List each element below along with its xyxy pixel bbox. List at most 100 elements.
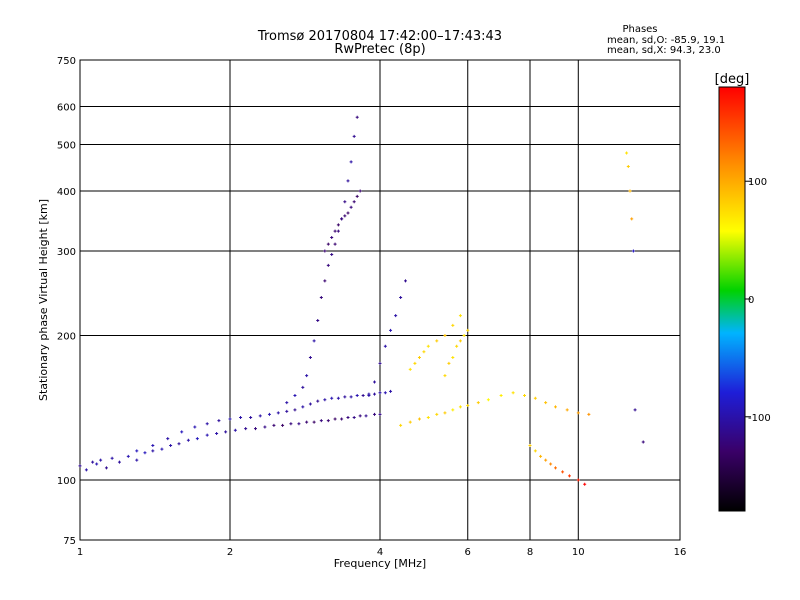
data-point (539, 454, 543, 458)
data-point (451, 355, 455, 359)
data-point (587, 412, 591, 416)
data-point (631, 249, 635, 253)
colorbar-tick-label: 0 (748, 295, 754, 306)
data-point (233, 428, 237, 432)
data-point (301, 385, 305, 389)
data-point (293, 394, 297, 398)
data-point (249, 415, 253, 419)
data-point (215, 432, 219, 436)
data-point (346, 211, 350, 215)
data-point (567, 474, 571, 478)
data-point (117, 460, 121, 464)
data-point (186, 438, 190, 442)
data-point (466, 328, 470, 332)
data-point (576, 411, 580, 415)
data-point (349, 395, 353, 399)
data-point (378, 412, 382, 416)
data-point (312, 420, 316, 424)
data-point (336, 396, 340, 400)
data-point (389, 389, 393, 393)
data-point (364, 414, 368, 418)
data-point (417, 417, 421, 421)
data-point (333, 417, 337, 421)
data-point (333, 229, 337, 233)
data-point (308, 355, 312, 359)
data-point (160, 447, 164, 451)
data-point (358, 189, 362, 193)
data-point (305, 420, 309, 424)
data-point (104, 466, 108, 470)
colorbar-tick-label: -100 (748, 413, 771, 424)
data-point (476, 401, 480, 405)
data-point (435, 412, 439, 416)
data-point (583, 482, 587, 486)
data-point (346, 415, 350, 419)
data-point (399, 296, 403, 300)
y-tick-label: 500 (57, 141, 76, 152)
x-tick-label: 6 (465, 547, 471, 558)
data-point (349, 160, 353, 164)
data-point (408, 367, 412, 371)
data-point (358, 414, 362, 418)
data-point (443, 334, 447, 338)
data-point (319, 296, 323, 300)
data-point (486, 398, 490, 402)
data-point (224, 430, 228, 434)
data-point (205, 422, 209, 426)
data-point (326, 263, 330, 267)
info-line-o: mean, sd,O: -85.9, 19.1 (607, 35, 725, 46)
data-point (151, 444, 155, 448)
y-tick-label: 750 (57, 56, 76, 67)
data-point (447, 361, 451, 365)
data-point (523, 394, 527, 398)
y-tick-label: 300 (57, 247, 76, 258)
data-point (340, 217, 344, 221)
data-point (455, 344, 459, 348)
data-point (228, 417, 232, 421)
data-point (352, 134, 356, 138)
x-tick-label: 1 (77, 547, 83, 558)
data-point (285, 409, 289, 413)
data-point (422, 350, 426, 354)
data-point (99, 458, 103, 462)
data-point (355, 194, 359, 198)
data-point (323, 279, 327, 283)
data-point (533, 396, 537, 400)
data-point (394, 314, 398, 318)
data-point (285, 401, 289, 405)
data-point (301, 405, 305, 409)
data-point (626, 164, 630, 168)
data-point (373, 392, 377, 396)
y-axis-label: Stationary phase Virtual Height [km] (37, 199, 50, 401)
data-point (553, 466, 557, 470)
data-point (355, 115, 359, 119)
data-point (544, 401, 548, 405)
data-point (205, 433, 209, 437)
y-tick-label: 400 (57, 187, 76, 198)
data-point (549, 462, 553, 466)
data-point (84, 468, 88, 472)
data-point (217, 419, 221, 423)
data-point (466, 403, 470, 407)
data-point (195, 437, 199, 441)
data-point (576, 478, 580, 482)
data-point (373, 412, 377, 416)
data-point (180, 430, 184, 434)
data-point (458, 314, 462, 318)
data-point (326, 419, 330, 423)
data-point (435, 339, 439, 343)
y-tick-label: 75 (63, 536, 76, 547)
data-point (289, 422, 293, 426)
data-point (349, 205, 353, 209)
data-point (565, 408, 569, 412)
data-point (352, 200, 356, 204)
data-point (305, 374, 309, 378)
data-point (443, 374, 447, 378)
data-point (389, 328, 393, 332)
data-point (244, 427, 248, 431)
data-point (417, 355, 421, 359)
data-point (443, 411, 447, 415)
data-point (239, 415, 243, 419)
data-point (361, 394, 365, 398)
